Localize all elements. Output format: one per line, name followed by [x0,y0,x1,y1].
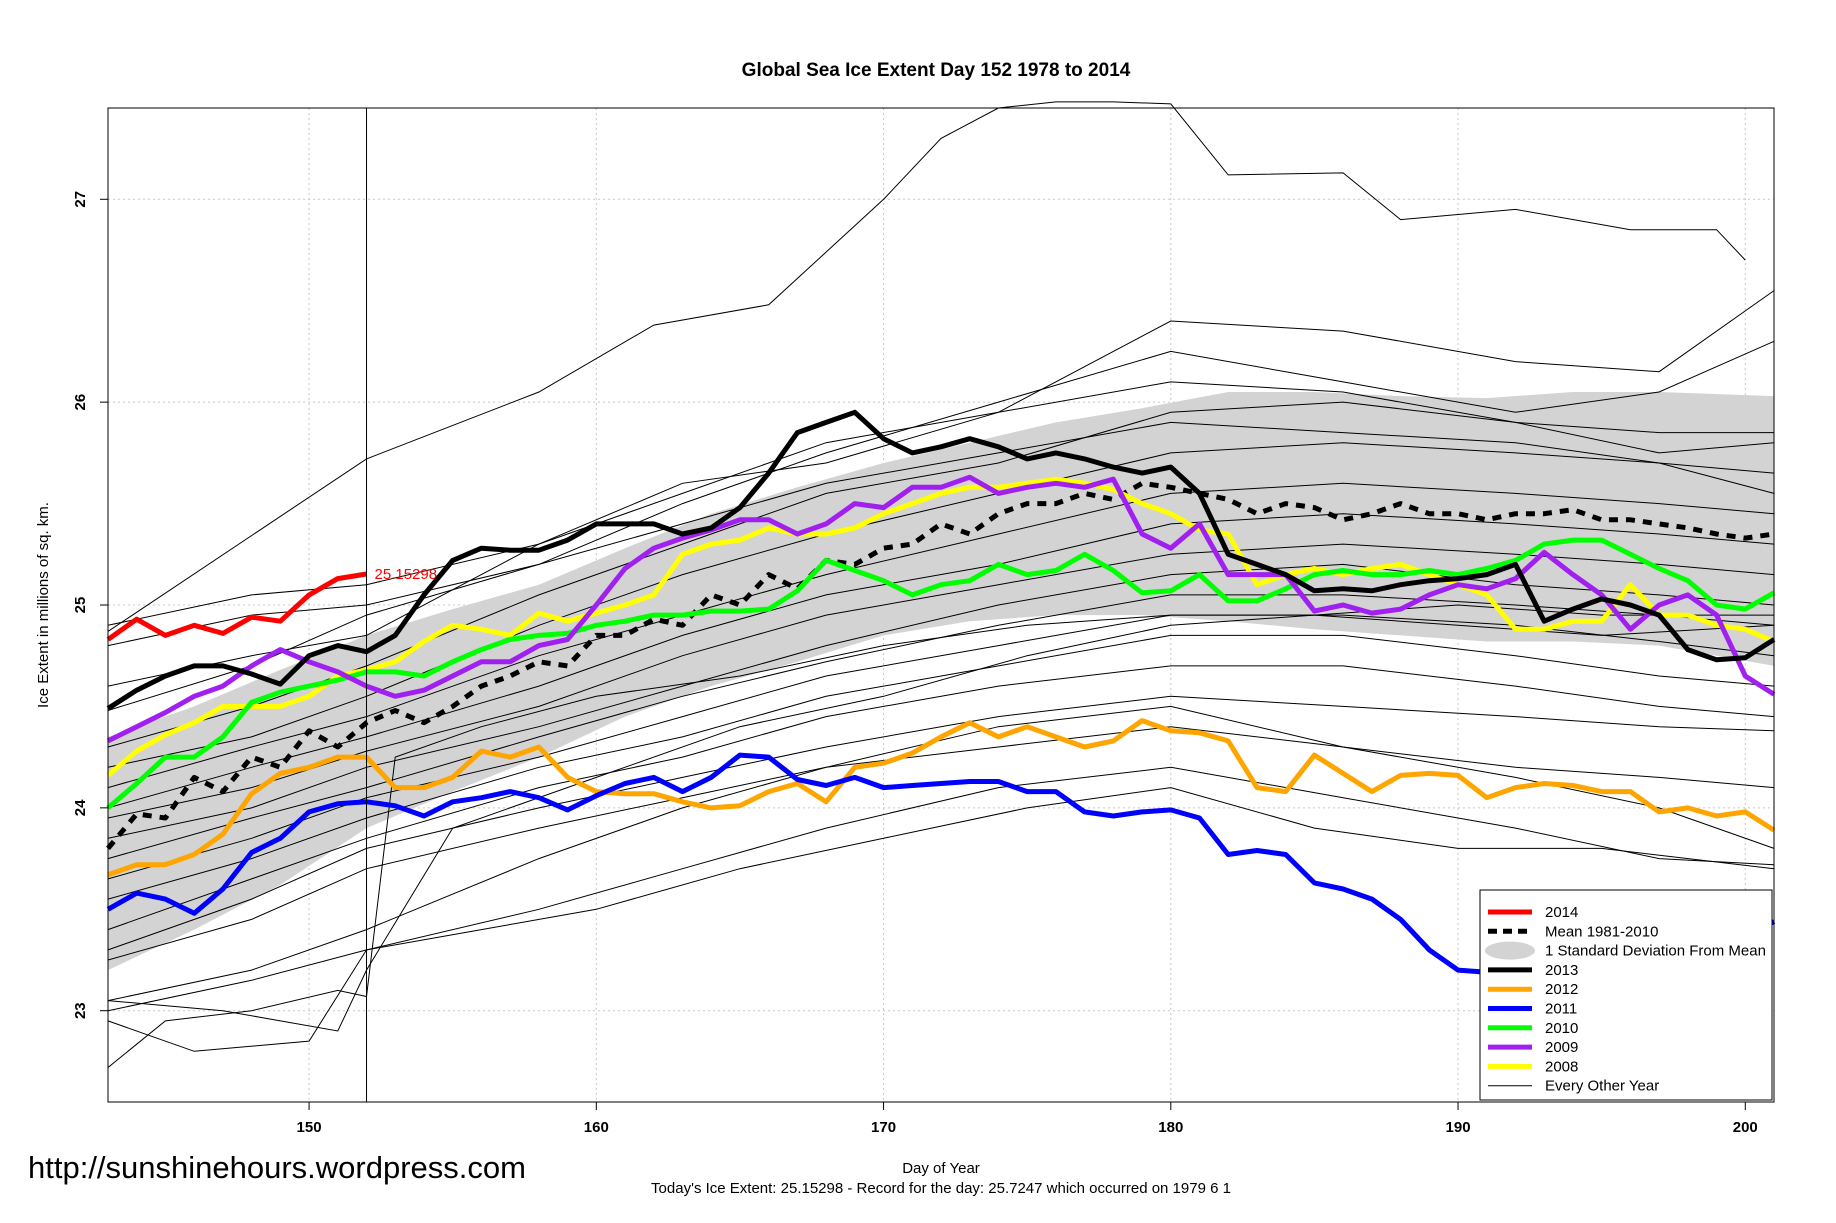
other-year-line-17 [107,766,1775,1012]
legend-label-2013: 2013 [1545,962,1578,979]
site-url: http://sunshinehours.wordpress.com [28,1150,526,1185]
legend-swatch-1-standard-deviation-from-mean [1485,941,1535,960]
series-line-2013 [106,409,1776,711]
series-line-2008 [106,476,1775,778]
y-tick-label-23: 23 [72,1002,89,1019]
x-tick-label-200: 200 [1733,1119,1758,1136]
legend-label-2009: 2009 [1545,1039,1578,1056]
other-year-line-1 [107,101,1746,632]
other-year-line-5 [107,442,1775,768]
footer-stats: Today's Ice Extent: 25.15298 - Record fo… [651,1180,1231,1197]
other-year-line-21 [107,381,1774,626]
legend-label-2008: 2008 [1545,1058,1578,1075]
legend-label-2012: 2012 [1545,981,1578,998]
x-tick-label-180: 180 [1158,1119,1183,1136]
other-year-line-6 [107,482,1775,789]
other-year-line-15 [107,726,1775,961]
legend-label-1-standard-deviation-from-mean: 1 Standard Deviation From Mean [1545,943,1766,960]
x-tick-label-160: 160 [584,1119,609,1136]
current-value-label: 25.15298 [375,566,438,583]
legend-label-2011: 2011 [1545,1001,1577,1018]
x-axis: 150 160 170 180 190 200 [297,1102,1758,1136]
x-tick-label-170: 170 [871,1119,896,1136]
std-dev-band [108,392,1774,971]
other-year-line-2 [107,290,1775,687]
legend-label-2010: 2010 [1545,1020,1578,1037]
x-tick-label-190: 190 [1446,1119,1471,1136]
series-line-mean-1981-2010 [106,480,1775,850]
y-axis: 23 24 25 26 27 [72,191,108,1019]
other-year-line-19 [107,614,1775,1068]
x-axis-label: Day of Year [902,1160,980,1177]
y-tick-label-27: 27 [72,191,89,208]
std-dev-band-area [108,392,1774,971]
legend: 2014 Mean 1981-2010 1 Standard Deviation F… [1479,889,1773,1101]
other-year-line-9 [107,563,1775,839]
other-year-line-18 [107,787,1775,1052]
y-tick-label-24: 24 [72,799,89,816]
series-line-2012 [107,718,1776,878]
x-tick-label-150: 150 [297,1119,322,1136]
other-year-line-20 [107,604,1774,1032]
legend-label-mean-1981-2010: Mean 1981-2010 [1545,923,1658,940]
legend-label-every-other-year: Every Other Year [1545,1078,1659,1095]
y-tick-label-25: 25 [72,597,89,614]
y-axis-label: Ice Extent in millions of sq. km. [35,502,52,708]
other-year-line-12 [107,634,1775,900]
legend-label-2014: 2014 [1545,904,1578,921]
other-year-line-7 [107,513,1775,809]
other-year-line-14 [107,695,1775,951]
y-tick-label-26: 26 [72,394,89,411]
series-line-2014 [106,571,367,642]
other-year-line-22 [107,421,1775,647]
day-marker: 25.15298 [366,108,438,1102]
chart-title: Global Sea Ice Extent Day 152 1978 to 20… [742,60,1131,81]
other-years-lines [107,101,1775,1068]
other-year-line-13 [107,665,1775,931]
series-line-2009 [106,474,1776,744]
series-line-2010 [106,537,1776,810]
